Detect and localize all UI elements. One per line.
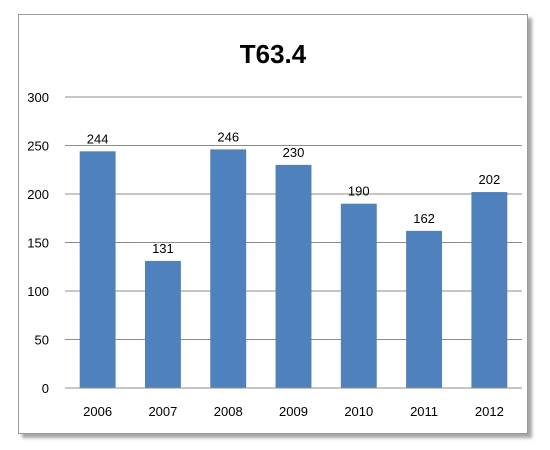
bar-2006 [79,151,116,388]
x-axis-ticks: 2006 2007 2008 2009 2010 2011 2012 [83,404,504,419]
bar-2008 [210,149,247,388]
x-tick-label: 2011 [410,404,438,419]
y-tick-label: 300 [27,90,49,105]
data-label: 190 [348,184,370,199]
x-tick-label: 2012 [475,404,504,419]
y-tick-label: 50 [35,333,49,348]
y-tick-label: 250 [27,139,49,154]
x-tick-label: 2010 [344,404,373,419]
bar-2007 [144,260,181,388]
bar-2009 [275,164,312,388]
x-tick-label: 2009 [279,404,308,419]
x-tick-label: 2008 [214,404,243,419]
y-tick-label: 100 [27,284,49,299]
bar-2012 [471,192,508,388]
data-labels: 244 131 246 230 190 162 202 [87,129,500,256]
bars [79,149,508,388]
chart-frame: T63.4 0 50 100 150 200 250 300 244 131 246 230 190… [18,14,528,434]
bar-chart: T63.4 0 50 100 150 200 250 300 244 131 246 230 190… [27,39,522,419]
x-tick-label: 2006 [83,404,112,419]
y-tick-label: 0 [42,381,49,396]
bar-2011 [406,230,443,388]
y-tick-label: 150 [27,236,49,251]
data-label: 202 [479,172,501,187]
chart-title: T63.4 [240,39,307,69]
y-axis-ticks: 0 50 100 150 200 250 300 [27,90,49,396]
y-tick-label: 200 [27,187,49,202]
bar-2010 [340,203,377,388]
data-label: 244 [87,131,109,146]
data-label: 230 [283,145,305,160]
data-label: 131 [152,241,174,256]
x-tick-label: 2007 [148,404,177,419]
data-label: 246 [217,129,239,144]
data-label: 162 [413,211,435,226]
